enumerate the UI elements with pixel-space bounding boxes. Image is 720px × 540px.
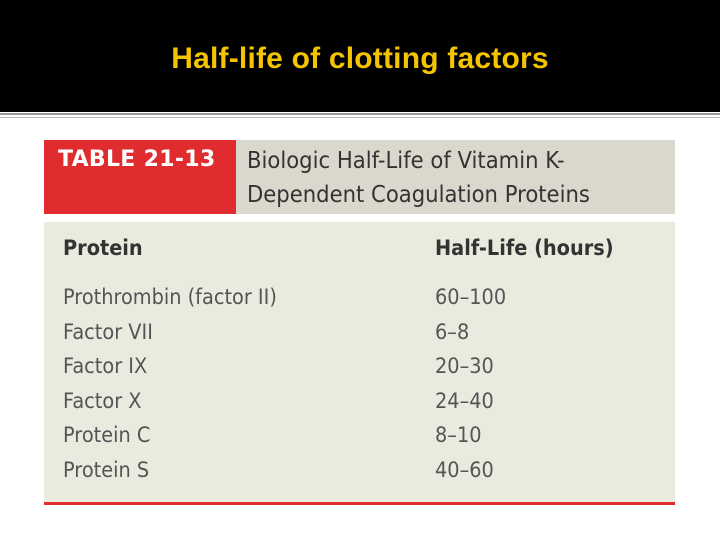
- title-divider-thick: [0, 113, 720, 115]
- table-row: Factor VII 6–8: [44, 320, 675, 355]
- table-row: Protein C 8–10: [44, 423, 675, 458]
- table-row: Factor IX 20–30: [44, 354, 675, 389]
- title-divider-thin: [0, 117, 720, 118]
- column-header-half-life: Half-Life (hours): [435, 236, 614, 260]
- half-life-cell: 24–40: [435, 388, 494, 413]
- slide-title: Half-life of clotting factors: [171, 42, 549, 75]
- half-life-cell: 40–60: [435, 457, 494, 482]
- protein-cell: Factor VII: [63, 319, 153, 344]
- protein-cell: Factor X: [63, 388, 142, 413]
- header-divider: [44, 214, 675, 222]
- protein-cell: Prothrombin (factor II): [63, 285, 277, 309]
- table-figure: TABLE 21-13 Biologic Half-Life of Vitami…: [44, 140, 675, 505]
- protein-cell: Factor IX: [63, 354, 148, 379]
- title-bar: [0, 0, 720, 112]
- table-body: Prothrombin (factor II) 60–100 Factor VI…: [44, 285, 675, 493]
- table-row: Protein S 40–60: [44, 458, 675, 493]
- protein-cell: Protein S: [63, 457, 150, 482]
- column-header-protein: Protein: [63, 236, 143, 260]
- table-row: Factor X 24–40: [44, 389, 675, 424]
- half-life-cell: 20–30: [435, 354, 494, 379]
- table-number: TABLE 21-13: [44, 140, 236, 214]
- table-header: TABLE 21-13 Biologic Half-Life of Vitami…: [44, 140, 675, 214]
- table-row: Prothrombin (factor II) 60–100: [44, 285, 675, 320]
- protein-cell: Protein C: [63, 423, 151, 448]
- half-life-cell: 8–10: [435, 423, 482, 448]
- half-life-cell: 60–100: [435, 285, 507, 309]
- table-caption: Biologic Half-Life of Vitamin K-Dependen…: [247, 148, 590, 208]
- table-bottom-rule: [44, 502, 675, 505]
- half-life-cell: 6–8: [435, 319, 470, 344]
